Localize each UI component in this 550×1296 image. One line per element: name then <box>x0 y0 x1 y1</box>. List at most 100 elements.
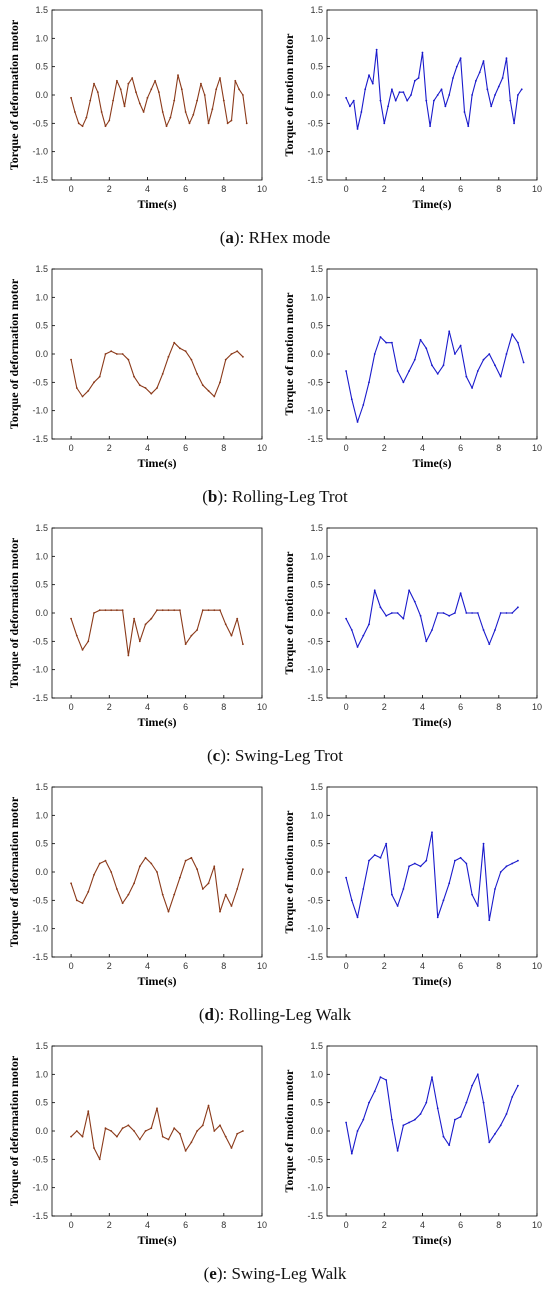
data-point <box>169 116 172 119</box>
data-point <box>517 94 519 96</box>
data-point <box>116 609 118 612</box>
data-point <box>368 381 370 384</box>
data-point <box>77 122 80 125</box>
data-point <box>350 1152 353 1155</box>
x-tick-label: 10 <box>532 184 542 194</box>
data-point <box>442 1135 445 1138</box>
data-point <box>431 364 433 367</box>
data-point <box>150 617 153 620</box>
data-point <box>448 614 451 617</box>
data-point <box>362 404 365 406</box>
data-point <box>219 77 221 79</box>
plot-frame <box>326 786 538 958</box>
data-point <box>167 910 170 913</box>
data-point <box>121 609 124 612</box>
data-point <box>133 1130 135 1132</box>
data-point <box>224 623 227 626</box>
data-point <box>179 347 181 350</box>
data-point <box>419 614 422 617</box>
data-point <box>350 629 353 631</box>
data-point <box>104 125 107 128</box>
data-point <box>127 1124 130 1127</box>
x-tick-label: 2 <box>382 443 387 453</box>
data-point <box>196 868 198 871</box>
data-point <box>373 353 376 355</box>
data-point <box>89 99 92 102</box>
data-point <box>219 609 221 612</box>
data-point <box>478 71 481 74</box>
data-point <box>75 634 78 637</box>
y-axis-title: Torque of deformation motor <box>7 278 21 429</box>
x-tick-label: 6 <box>183 1220 188 1230</box>
data-point <box>431 831 433 834</box>
y-tick-label: 0.0 <box>35 867 48 877</box>
motion-torque-chart: -1.5 -1.0 -0.5 0.0 0.5 1.0 1.5 0 2 4 6 8 10 Time(s) To… <box>282 782 542 988</box>
data-point <box>173 99 176 102</box>
data-point <box>173 893 176 896</box>
y-tick-label: -1.5 <box>32 434 48 444</box>
data-point <box>70 617 72 620</box>
x-tick-label: 10 <box>257 443 267 453</box>
data-point <box>110 1130 113 1132</box>
data-point <box>345 617 347 620</box>
data-point <box>517 341 519 344</box>
y-tick-label: -1.0 <box>307 924 323 934</box>
y-tick-label: -1.5 <box>307 175 323 185</box>
data-point <box>85 116 88 119</box>
data-point <box>459 856 462 859</box>
data-point <box>93 873 95 876</box>
y-tick-label: 1.0 <box>310 1069 323 1079</box>
data-point <box>87 890 90 893</box>
data-point <box>488 353 491 355</box>
data-point <box>356 1130 359 1132</box>
data-point <box>394 99 397 102</box>
data-point <box>173 609 176 612</box>
data-point <box>196 629 198 631</box>
y-tick-label: -1.0 <box>307 406 323 416</box>
x-axis-title: Time(s) <box>137 456 176 470</box>
y-tick-label: 0.5 <box>310 321 323 331</box>
data-point <box>81 125 84 128</box>
data-point <box>211 108 214 111</box>
caption-letter: a <box>225 228 234 247</box>
data-point <box>482 60 485 62</box>
data-point <box>345 876 347 879</box>
data-point <box>138 384 141 387</box>
data-point <box>425 640 428 643</box>
data-point <box>499 1124 502 1127</box>
data-point <box>454 859 456 862</box>
plot-frame <box>326 9 538 181</box>
data-point <box>425 347 428 350</box>
data-point <box>494 1132 496 1135</box>
y-tick-label: 1.0 <box>310 551 323 561</box>
data-point <box>345 370 347 372</box>
data-point <box>459 592 462 595</box>
data-point <box>207 1104 210 1107</box>
data-point <box>511 862 514 865</box>
y-tick-label: 1.5 <box>310 523 323 533</box>
data-point <box>387 105 389 108</box>
data-point <box>425 859 428 862</box>
data-point <box>230 634 233 637</box>
x-tick-label: 10 <box>532 1220 542 1230</box>
data-point <box>236 888 239 890</box>
plot-frame <box>326 268 538 440</box>
x-tick-label: 0 <box>69 961 74 971</box>
data-point <box>213 395 216 398</box>
y-tick-label: 1.5 <box>35 1041 48 1051</box>
data-point <box>200 82 202 85</box>
series-line <box>70 609 244 657</box>
series-line <box>70 857 244 913</box>
data-point <box>373 1090 376 1093</box>
data-point <box>436 612 439 614</box>
data-point <box>215 88 218 91</box>
data-point <box>368 74 370 77</box>
data-point <box>138 1138 141 1141</box>
x-tick-label: 4 <box>145 702 150 712</box>
y-tick-label: -0.5 <box>307 1154 323 1164</box>
data-point <box>127 358 130 361</box>
data-point <box>413 1118 416 1121</box>
data-point <box>408 370 410 372</box>
x-tick-label: 10 <box>257 184 267 194</box>
x-tick-label: 2 <box>107 184 112 194</box>
